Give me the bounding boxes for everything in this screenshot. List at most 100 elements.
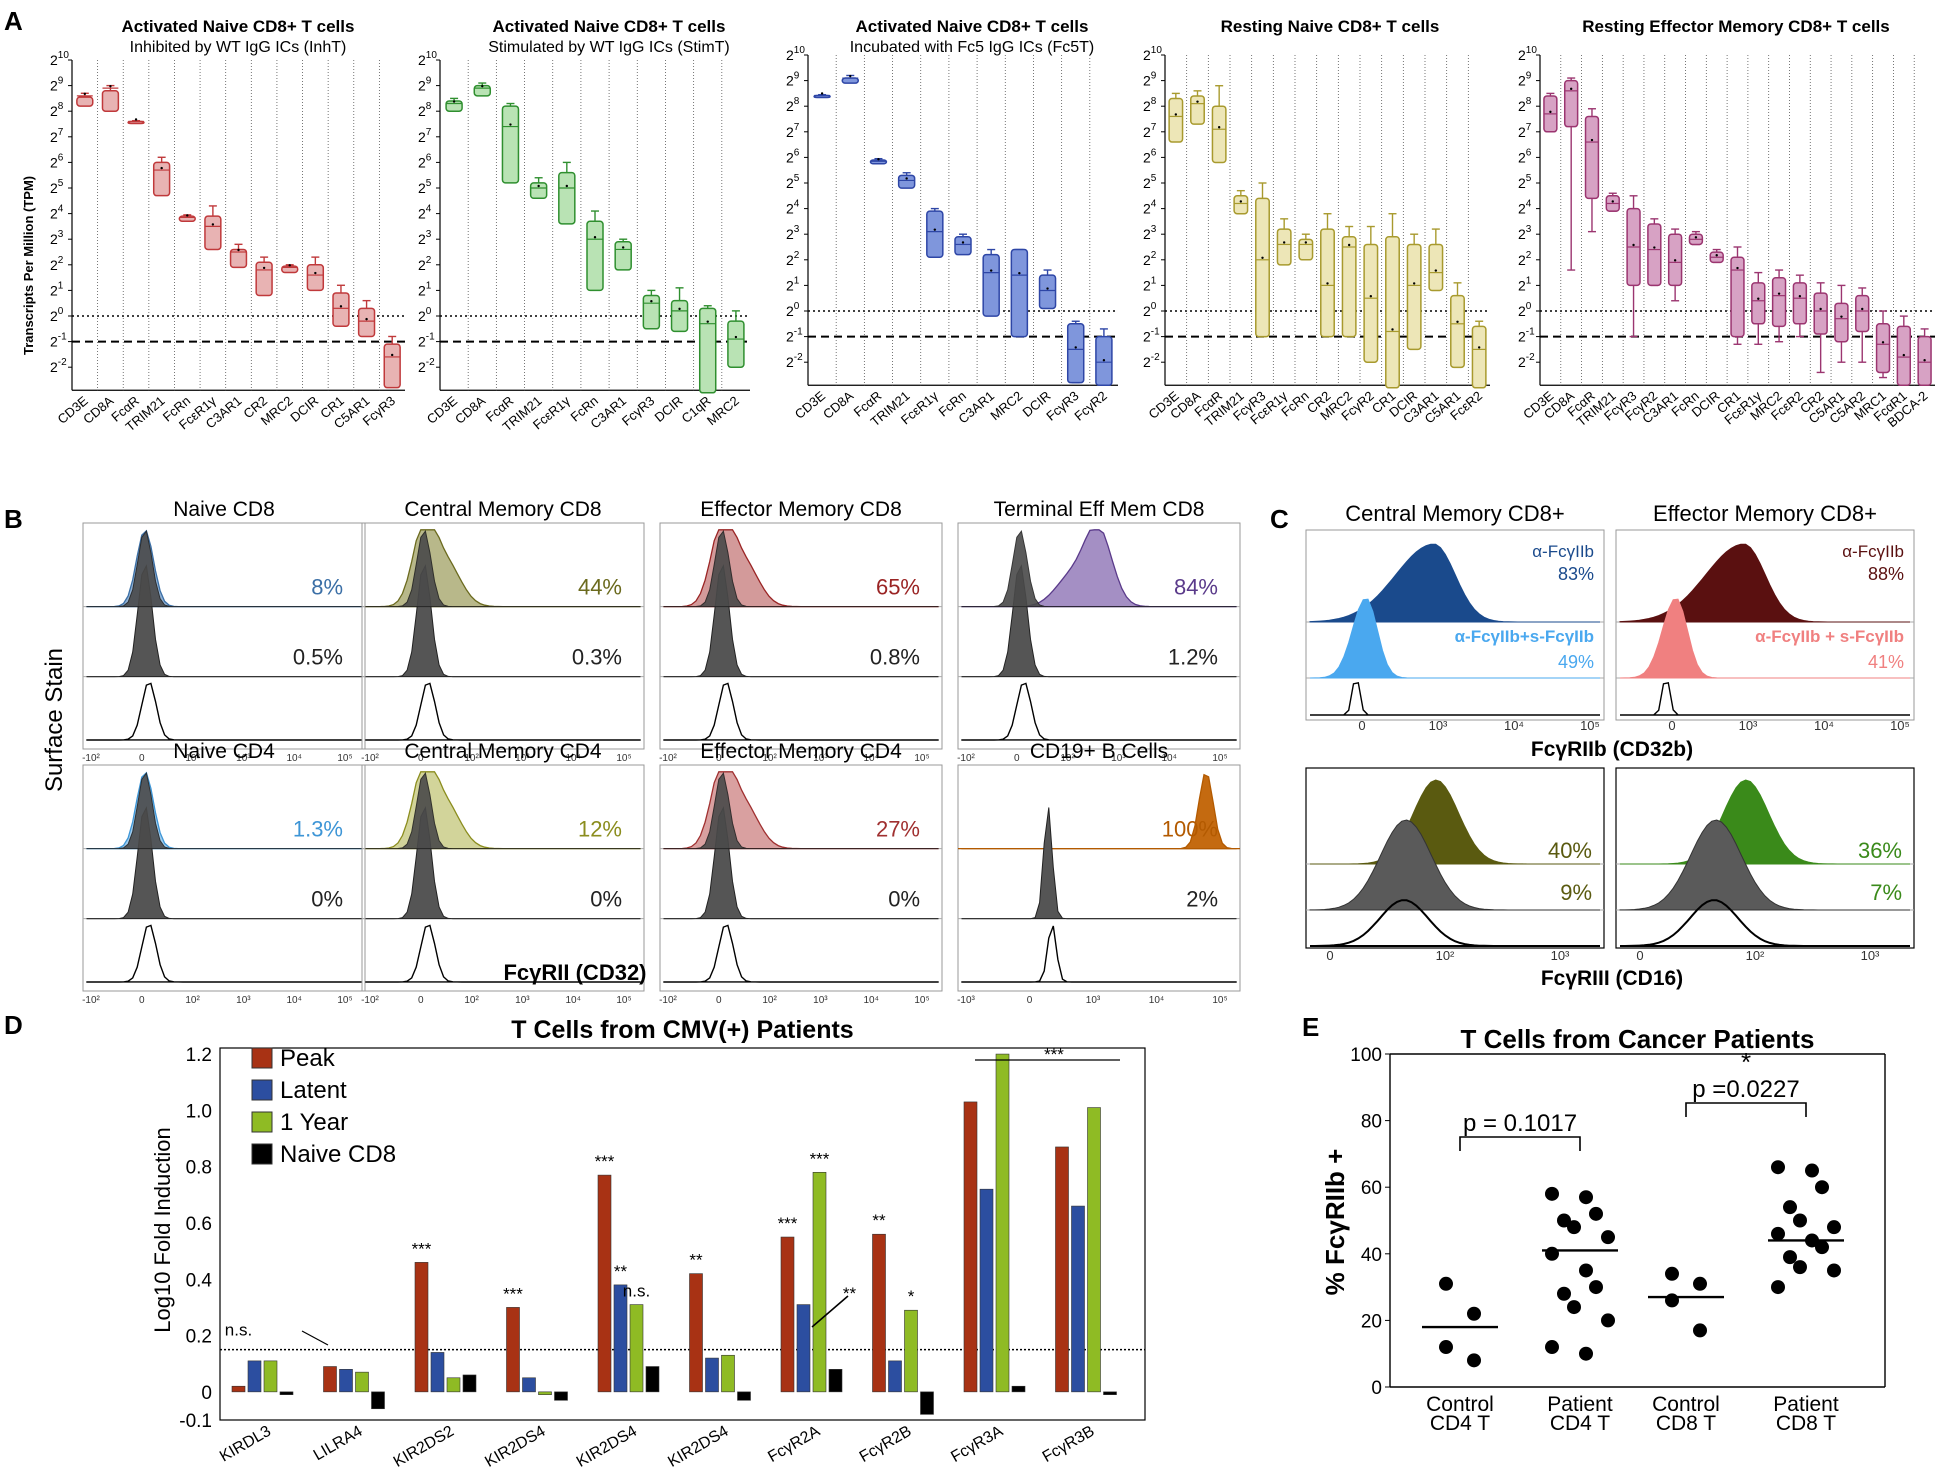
panel-a-mean-dot	[537, 184, 540, 188]
panel-c-antibody-label: α-FcγIIb	[1532, 542, 1594, 561]
panel-b-histogram-isotype	[86, 806, 362, 920]
panel-b-frame	[82, 522, 366, 750]
chart-d-bar	[506, 1307, 520, 1393]
panel-b-title: Naive CD8	[173, 498, 275, 521]
panel-b-histogram-overlay	[86, 530, 362, 608]
panel-a-ytick-label: 24	[1143, 199, 1157, 217]
panel-b-xtick-label: 10³	[813, 753, 828, 764]
panel-a-mean-dot	[1673, 259, 1677, 262]
chart-e-point	[1771, 1280, 1785, 1295]
panel-c-xtick-label: 0	[1326, 948, 1333, 963]
panel-c-xtick-label: 10³	[1861, 948, 1880, 963]
panel-b-frame	[82, 764, 366, 992]
panel-a-box	[1010, 248, 1029, 338]
chart-d-bar	[1011, 1385, 1026, 1393]
panel-b-histogram-isotype	[86, 564, 362, 678]
panel-a-mean-dot	[288, 264, 291, 267]
panel-a-ytick-label: 25	[50, 178, 64, 196]
panel-b-title: Central Memory CD4	[404, 740, 602, 763]
panel-a-ytick-label: 23	[786, 224, 800, 242]
panel-a-mean-dot	[1369, 295, 1373, 298]
panel-a-mean-dot	[1611, 200, 1614, 203]
panel-b-percent-isotype: 2%	[1186, 887, 1218, 912]
panel-a-box	[204, 215, 222, 251]
chart-e-point	[1815, 1180, 1829, 1195]
panel-a-mean-dot	[565, 184, 569, 188]
chart-d-bar	[828, 1369, 843, 1393]
panel-a-mean-dot	[1261, 256, 1264, 259]
chart-e-ytick-label: 60	[1361, 1178, 1382, 1199]
chart-d-annotation: n.s.	[623, 1282, 650, 1301]
panel-a-box	[1584, 115, 1600, 200]
panel-b-frame	[659, 522, 943, 750]
panel-b-histogram-overlay	[365, 772, 641, 850]
chart-d-ytick-label: 1.0	[186, 1101, 212, 1122]
panel-c-frame	[1305, 529, 1605, 721]
panel-a-ytick-label: 23	[418, 229, 432, 247]
panel-b-xtick-label: 10⁵	[337, 753, 352, 764]
chart-e-point	[1783, 1200, 1797, 1215]
panel-c-isotype-value: 9%	[1560, 880, 1592, 905]
panel-b-histogram-isotype	[961, 564, 1237, 678]
panel-a-ytick-label: 27	[50, 127, 64, 145]
panel-c-xlabel-top: FcγRIIb (CD32b)	[1531, 738, 1693, 761]
panel-a-ytick-label: 210	[418, 50, 437, 68]
panel-a-mean-dot	[1391, 328, 1394, 331]
chart-d-bar	[645, 1366, 660, 1393]
panel-a-mean-dot	[1861, 307, 1864, 311]
panel-c-histogram-antibody	[1619, 543, 1910, 623]
panel-a-box	[1771, 276, 1787, 328]
panel-b-xtick-label: 10²	[464, 995, 479, 1006]
panel-c-cd16-value: 36%	[1858, 838, 1902, 863]
panel-a-ytick-label: 210	[50, 50, 69, 68]
panel-b-histogram-isotype	[961, 807, 1237, 920]
chart-e-group-label: Patient	[1773, 1393, 1839, 1416]
chart-d-title: T Cells from CMV(+) Patients	[511, 1016, 853, 1044]
panel-a-box	[1276, 228, 1292, 266]
chart-d-bar	[780, 1236, 795, 1393]
panel-a-category-label: FcγR3	[619, 393, 657, 429]
panel-b-xtick-label: 0	[1014, 753, 1020, 764]
chart-d-legend-swatch	[251, 1111, 273, 1133]
panel-a-mean-dot	[706, 320, 709, 323]
panel-a-mean-dot	[1715, 254, 1718, 257]
panel-a-ytick-label: 2-1	[1143, 327, 1160, 345]
panel-a-ytick-label: 29	[786, 71, 800, 89]
chart-d-annotation: n.s.	[225, 1321, 252, 1340]
chart-e-point	[1601, 1230, 1615, 1245]
panel-a-ytick-label: 20	[50, 306, 64, 324]
panel-b-xtick-label: 10⁵	[914, 995, 929, 1006]
chart-d-bar	[629, 1304, 644, 1393]
panel-a-mean-dot	[1304, 241, 1308, 244]
panel-a-box	[1038, 274, 1057, 310]
panel-a-subtitle: Stimulated by WT IgG ICs (StimT)	[488, 39, 730, 56]
chart-d-category-label: FcγR3A	[948, 1423, 1006, 1466]
panel-c-xtick-label: 0	[1358, 718, 1365, 733]
panel-b-xtick-label: 10³	[236, 753, 251, 764]
panel-a-mean-dot	[83, 92, 87, 96]
panel-a-title: Activated Naive CD8+ T cells	[122, 17, 355, 36]
panel-c-title: Effector Memory CD8+	[1653, 501, 1877, 526]
chart-d-category-label: KIR2DS4	[665, 1423, 731, 1468]
panel-a-mean-dot	[1074, 346, 1077, 349]
chart-d-ytick-label: 0.4	[186, 1270, 213, 1291]
panel-a-mean-dot	[1347, 243, 1351, 247]
panel-b-xtick-label: 0	[1027, 995, 1033, 1006]
panel-a-box	[642, 294, 661, 330]
panel-a-mean-dot	[262, 266, 266, 270]
panel-c-xtick-label: 0	[1636, 948, 1643, 963]
panel-a-box	[255, 261, 273, 297]
panel-b-frame	[361, 522, 645, 750]
chart-e-point	[1579, 1346, 1593, 1361]
panel-c-xtick-label: 10⁴	[1504, 718, 1524, 733]
panel-b-percent-isotype: 0%	[888, 887, 920, 912]
panel-a-mean-dot	[509, 123, 512, 126]
panel-a-mean-dot	[1549, 110, 1552, 114]
chart-d-category-label: KIRDL3	[217, 1423, 274, 1466]
panel-a-mean-dot	[678, 307, 681, 311]
panel-a-ytick-label: 25	[1143, 173, 1157, 191]
chart-e-point	[1665, 1293, 1679, 1308]
panel-a-mean-dot	[160, 166, 163, 170]
chart-d-ylabel: Log10 Fold Induction	[150, 1127, 175, 1333]
panel-c-frame	[1615, 529, 1915, 721]
